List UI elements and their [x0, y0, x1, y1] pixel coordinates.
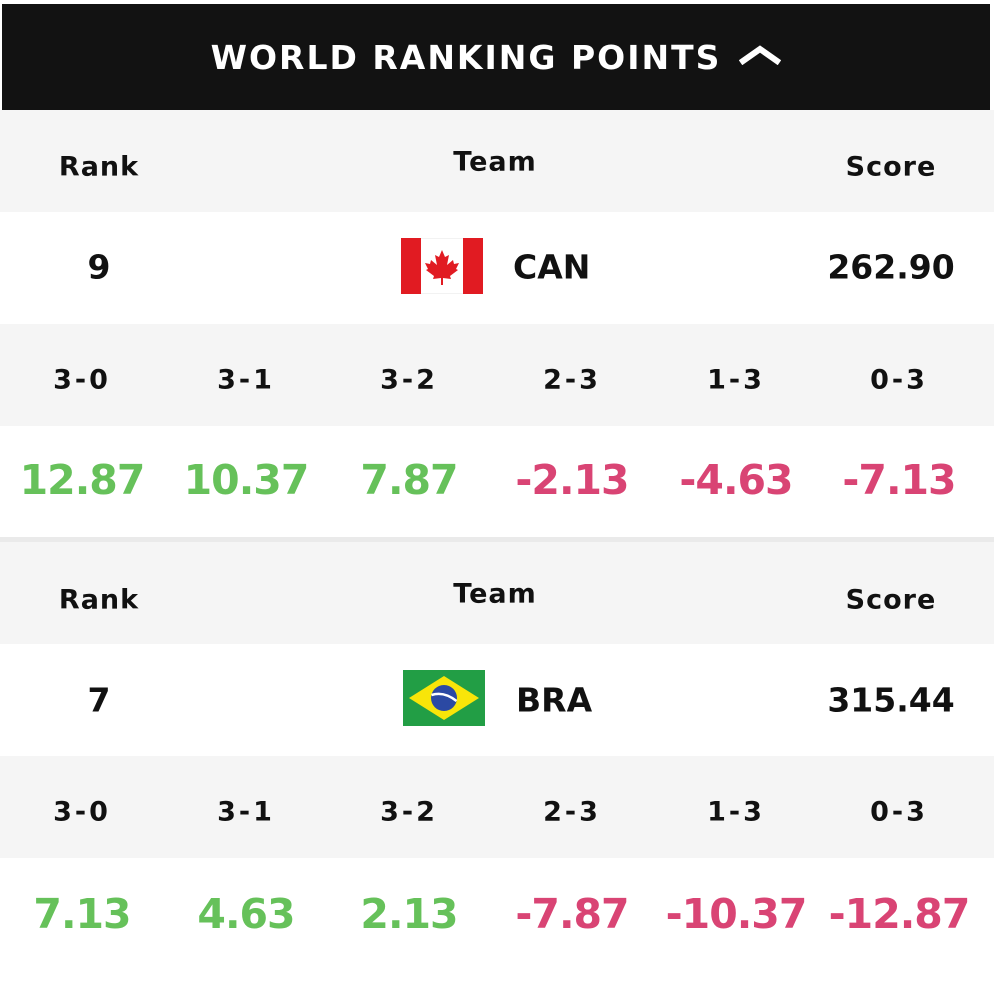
result-label-0-3: 0-3: [870, 364, 928, 396]
panel-divider: [0, 537, 994, 543]
rank-label: Rank: [58, 151, 140, 183]
points-3-0: 12.87: [19, 456, 146, 504]
points-row: 7.13 4.63 2.13 -7.87 -10.37 -12.87: [0, 858, 994, 970]
team-label: Team: [453, 146, 537, 178]
result-header-row: 3-0 3-1 3-2 2-3 1-3 0-3: [0, 756, 994, 858]
points-0-3: -12.87: [828, 890, 971, 938]
result-header-row: 3-0 3-1 3-2 2-3 1-3 0-3: [0, 324, 994, 426]
team-label: Team: [453, 578, 537, 610]
team-rank: 7: [87, 680, 111, 720]
points-3-2: 7.87: [360, 456, 458, 504]
points-2-3: -2.13: [515, 456, 629, 504]
points-row: 12.87 10.37 7.87 -2.13 -4.63 -7.13: [0, 426, 994, 538]
points-3-2: 2.13: [360, 890, 458, 938]
result-label-1-3: 1-3: [707, 796, 765, 828]
result-label-3-1: 3-1: [217, 796, 275, 828]
team-code: CAN: [513, 247, 591, 287]
points-3-1: 10.37: [183, 456, 310, 504]
points-3-1: 4.63: [197, 890, 295, 938]
points-2-3: -7.87: [515, 890, 629, 938]
result-label-0-3: 0-3: [870, 796, 928, 828]
team-row: 9 CAN 262.90: [0, 212, 994, 324]
result-label-2-3: 2-3: [543, 364, 601, 396]
rank-label: Rank: [58, 584, 140, 616]
header-title: WORLD RANKING POINTS: [210, 37, 722, 77]
result-label-1-3: 1-3: [707, 364, 765, 396]
team-code: BRA: [516, 680, 593, 720]
result-label-3-1: 3-1: [217, 364, 275, 396]
result-label-3-0: 3-0: [53, 364, 111, 396]
result-label-3-2: 3-2: [380, 364, 438, 396]
points-1-3: -4.63: [679, 456, 793, 504]
points-0-3: -7.13: [842, 456, 956, 504]
column-header-row: Rank Team Score: [0, 110, 994, 212]
team-row: 7 BRA 315.44: [0, 644, 994, 756]
team-rank: 9: [87, 247, 111, 287]
canada-flag-icon: [401, 238, 483, 294]
score-label: Score: [845, 584, 937, 616]
result-label-3-0: 3-0: [53, 796, 111, 828]
result-label-2-3: 2-3: [543, 796, 601, 828]
team-score: 262.90: [827, 247, 955, 287]
chevron-up-icon[interactable]: [739, 43, 782, 65]
brazil-flag-icon: [403, 670, 485, 726]
world-ranking-points-header[interactable]: WORLD RANKING POINTS: [2, 4, 990, 110]
result-label-3-2: 3-2: [380, 796, 438, 828]
points-1-3: -10.37: [665, 890, 808, 938]
team-score: 315.44: [827, 680, 955, 720]
points-3-0: 7.13: [33, 890, 131, 938]
score-label: Score: [845, 151, 937, 183]
column-header-row: Rank Team Score: [0, 542, 994, 644]
